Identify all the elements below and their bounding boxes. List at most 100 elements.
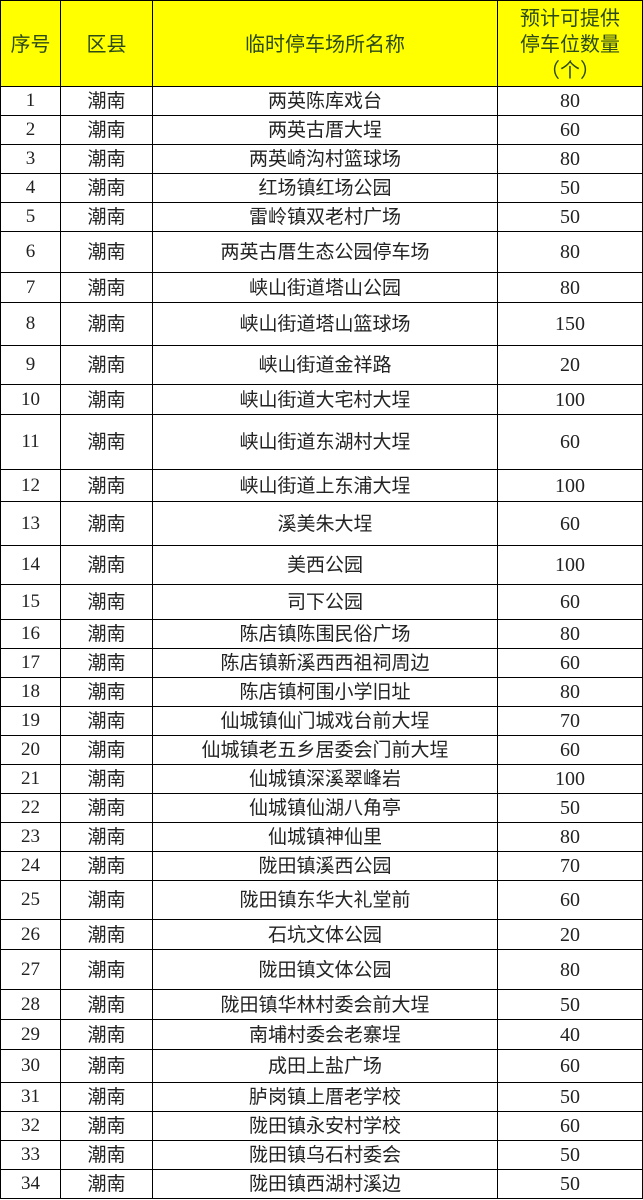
cell-spaces: 60: [497, 584, 643, 620]
cell-spaces: 40: [497, 1019, 643, 1050]
cell-spaces: 70: [497, 851, 643, 881]
cell-seq: 5: [0, 202, 61, 232]
table-row: 22 潮南 仙城镇仙湖八角亭 50: [0, 793, 643, 823]
cell-district: 潮南: [60, 414, 153, 470]
cell-seq: 10: [0, 384, 61, 415]
cell-name: 溪美朱大埕: [152, 501, 498, 546]
cell-seq: 1: [0, 86, 61, 116]
cell-name: 陈店镇柯围小学旧址: [152, 677, 498, 707]
cell-seq: 11: [0, 414, 61, 470]
table-row: 28 潮南 陇田镇华林村委会前大埕 50: [0, 989, 643, 1020]
cell-district: 潮南: [60, 384, 153, 415]
cell-district: 潮南: [60, 1019, 153, 1050]
cell-seq: 22: [0, 793, 61, 823]
table-row: 7 潮南 峡山街道塔山公园 80: [0, 272, 643, 303]
cell-spaces: 60: [497, 735, 643, 765]
cell-seq: 32: [0, 1111, 61, 1141]
cell-spaces: 80: [497, 272, 643, 303]
cell-district: 潮南: [60, 302, 153, 346]
cell-seq: 27: [0, 949, 61, 990]
cell-district: 潮南: [60, 989, 153, 1020]
cell-name: 陈店镇新溪西西祖祠周边: [152, 648, 498, 678]
table-row: 12 潮南 峡山街道上东浦大埕 100: [0, 469, 643, 502]
cell-seq: 17: [0, 648, 61, 678]
cell-seq: 23: [0, 822, 61, 852]
table-row: 31 潮南 胪岗镇上厝老学校 50: [0, 1082, 643, 1112]
cell-spaces: 50: [497, 989, 643, 1020]
cell-spaces: 70: [497, 706, 643, 736]
cell-district: 潮南: [60, 115, 153, 145]
cell-spaces: 80: [497, 822, 643, 852]
cell-spaces: 80: [497, 677, 643, 707]
header-capacity-line: 预计可提供: [520, 5, 620, 30]
cell-name: 仙城镇神仙里: [152, 822, 498, 852]
cell-district: 潮南: [60, 619, 153, 649]
cell-name: 两英陈库戏台: [152, 86, 498, 116]
header-capacity-line: 停车位数量: [520, 31, 620, 56]
cell-name: 两英崎沟村篮球场: [152, 144, 498, 174]
cell-district: 潮南: [60, 793, 153, 823]
table-row: 6 潮南 两英古厝生态公园停车场 80: [0, 231, 643, 273]
cell-district: 潮南: [60, 86, 153, 116]
cell-spaces: 80: [497, 86, 643, 116]
table-row: 32 潮南 陇田镇永安村学校 60: [0, 1111, 643, 1141]
cell-seq: 9: [0, 345, 61, 385]
cell-spaces: 60: [497, 648, 643, 678]
cell-seq: 8: [0, 302, 61, 346]
cell-district: 潮南: [60, 764, 153, 794]
cell-district: 潮南: [60, 272, 153, 303]
cell-district: 潮南: [60, 173, 153, 203]
cell-spaces: 60: [497, 501, 643, 546]
cell-spaces: 80: [497, 231, 643, 273]
header-district: 区县: [60, 0, 153, 87]
cell-seq: 19: [0, 706, 61, 736]
cell-district: 潮南: [60, 1169, 153, 1199]
cell-name: 陈店镇陈围民俗广场: [152, 619, 498, 649]
cell-spaces: 80: [497, 949, 643, 990]
cell-name: 陇田镇西湖村溪边: [152, 1169, 498, 1199]
cell-seq: 15: [0, 584, 61, 620]
cell-spaces: 150: [497, 302, 643, 346]
header-name: 临时停车场所名称: [152, 0, 498, 87]
cell-spaces: 60: [497, 1049, 643, 1083]
cell-name: 峡山街道金祥路: [152, 345, 498, 385]
table-row: 27 潮南 陇田镇文体公园 80: [0, 949, 643, 990]
table-row: 34 潮南 陇田镇西湖村溪边 50: [0, 1169, 643, 1199]
cell-spaces: 60: [497, 880, 643, 920]
cell-district: 潮南: [60, 1082, 153, 1112]
cell-district: 潮南: [60, 1111, 153, 1141]
cell-district: 潮南: [60, 545, 153, 585]
table-row: 1 潮南 两英陈库戏台 80: [0, 86, 643, 116]
cell-district: 潮南: [60, 919, 153, 950]
table-row: 10 潮南 峡山街道大宅村大埕 100: [0, 384, 643, 415]
header-row: 序号 区县 临时停车场所名称 预计可提供 停车位数量 （个）: [0, 0, 643, 87]
cell-name: 仙城镇仙湖八角亭: [152, 793, 498, 823]
cell-seq: 14: [0, 545, 61, 585]
cell-seq: 2: [0, 115, 61, 145]
cell-name: 南埔村委会老寨埕: [152, 1019, 498, 1050]
cell-name: 峡山街道塔山篮球场: [152, 302, 498, 346]
cell-seq: 13: [0, 501, 61, 546]
cell-district: 潮南: [60, 735, 153, 765]
cell-name: 胪岗镇上厝老学校: [152, 1082, 498, 1112]
table-row: 25 潮南 陇田镇东华大礼堂前 60: [0, 880, 643, 920]
cell-seq: 6: [0, 231, 61, 273]
cell-name: 雷岭镇双老村广场: [152, 202, 498, 232]
cell-name: 石坑文体公园: [152, 919, 498, 950]
cell-spaces: 100: [497, 764, 643, 794]
table-row: 24 潮南 陇田镇溪西公园 70: [0, 851, 643, 881]
cell-name: 两英古厝生态公园停车场: [152, 231, 498, 273]
cell-district: 潮南: [60, 851, 153, 881]
table-row: 16 潮南 陈店镇陈围民俗广场 80: [0, 619, 643, 649]
table-row: 5 潮南 雷岭镇双老村广场 50: [0, 202, 643, 232]
cell-seq: 31: [0, 1082, 61, 1112]
cell-name: 峡山街道上东浦大埕: [152, 469, 498, 502]
cell-name: 仙城镇深溪翠峰岩: [152, 764, 498, 794]
cell-seq: 24: [0, 851, 61, 881]
table-row: 9 潮南 峡山街道金祥路 20: [0, 345, 643, 385]
cell-seq: 12: [0, 469, 61, 502]
table-row: 11 潮南 峡山街道东湖村大埕 60: [0, 414, 643, 470]
cell-name: 陇田镇乌石村委会: [152, 1140, 498, 1170]
cell-spaces: 50: [497, 1169, 643, 1199]
